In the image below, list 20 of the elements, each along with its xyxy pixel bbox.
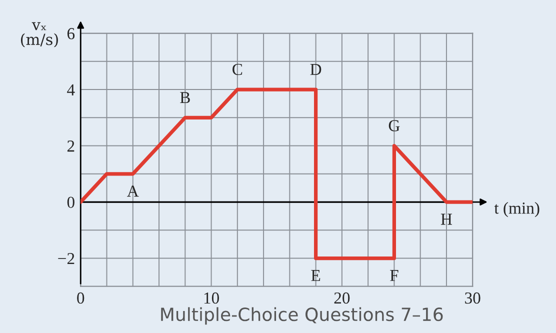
annotation: F xyxy=(390,270,398,281)
annotation: H xyxy=(440,214,452,225)
y-tick-label: 0 xyxy=(67,196,74,208)
text: Multiple-Choice Questions 7–16 xyxy=(161,307,443,325)
annotation: E xyxy=(311,270,320,281)
x-tick-label: 0 xyxy=(77,292,84,304)
annotation: D xyxy=(310,64,322,75)
annotation: G xyxy=(388,120,400,132)
annotation: B xyxy=(180,92,190,104)
x-tick-label: 30 xyxy=(465,292,480,304)
y-tick-label: 2 xyxy=(67,140,74,152)
y-tick-label: −2 xyxy=(58,253,74,264)
x-axis-title: t (min) xyxy=(494,202,540,218)
annotation: C xyxy=(232,64,242,76)
x-tick-label: 20 xyxy=(334,292,350,304)
y-axis-title: vₓ (m/s) xyxy=(20,22,58,48)
x-tick-label: 10 xyxy=(204,292,219,304)
y-tick-label: 6 xyxy=(67,28,75,40)
annotation: A xyxy=(127,186,139,197)
y-tick-label: 4 xyxy=(67,84,75,96)
